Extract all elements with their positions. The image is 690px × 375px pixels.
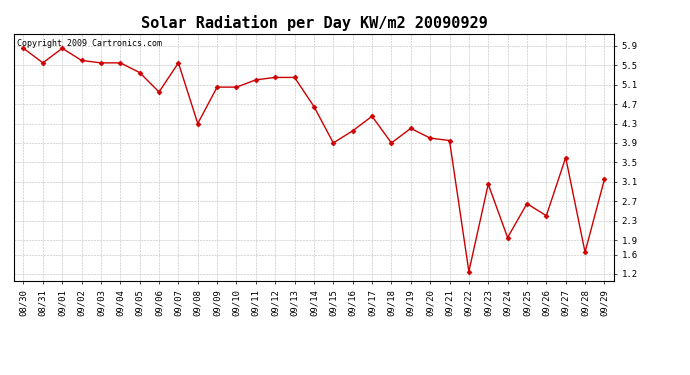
Title: Solar Radiation per Day KW/m2 20090929: Solar Radiation per Day KW/m2 20090929 bbox=[141, 15, 487, 31]
Text: Copyright 2009 Cartronics.com: Copyright 2009 Cartronics.com bbox=[17, 39, 161, 48]
